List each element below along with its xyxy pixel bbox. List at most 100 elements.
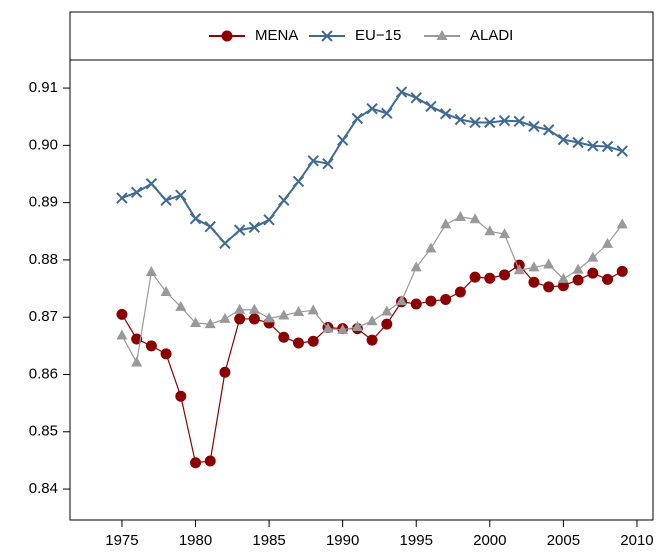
point [616, 145, 628, 157]
point [248, 303, 260, 314]
point [484, 225, 496, 236]
point [233, 224, 246, 236]
point [499, 269, 511, 281]
point [307, 304, 319, 315]
point [234, 313, 246, 325]
point [528, 120, 540, 133]
y-tick-label: 0.87 [29, 308, 58, 325]
point [410, 298, 422, 310]
point [557, 280, 569, 292]
point [278, 331, 290, 343]
point [616, 265, 628, 277]
point [219, 312, 231, 323]
series-line [121, 264, 623, 464]
point [234, 303, 246, 314]
point [131, 333, 143, 345]
legend-marker [436, 30, 448, 40]
y-tick-label: 0.90 [29, 136, 58, 153]
point [454, 113, 467, 126]
point [293, 337, 305, 349]
x-tick-label: 1990 [326, 532, 359, 549]
point [425, 242, 437, 253]
point [307, 335, 319, 347]
point [263, 312, 275, 323]
point [528, 276, 540, 288]
point [190, 316, 202, 327]
point [204, 220, 216, 233]
point [425, 100, 437, 113]
x-tick-label: 1980 [179, 532, 212, 549]
point [175, 189, 187, 201]
legend-label: EU−15 [355, 27, 401, 44]
point [248, 221, 261, 233]
y-tick-label: 0.86 [29, 365, 58, 382]
point [292, 175, 305, 188]
point [484, 272, 496, 284]
point [410, 261, 422, 272]
point [278, 194, 290, 207]
point [366, 102, 378, 115]
point [219, 366, 231, 378]
point [587, 140, 599, 152]
point [440, 293, 452, 305]
point [602, 237, 614, 248]
point [616, 218, 628, 229]
point [322, 157, 334, 170]
point [351, 112, 364, 125]
legend-marker [321, 30, 333, 42]
point [248, 313, 260, 325]
point [116, 192, 128, 204]
point [307, 155, 319, 167]
point [145, 265, 157, 276]
point [337, 323, 349, 334]
point [528, 261, 540, 272]
x-tick-label: 1975 [105, 532, 138, 549]
point [469, 116, 481, 129]
point [557, 133, 570, 146]
point [543, 258, 555, 269]
point [381, 305, 393, 316]
point [513, 264, 525, 275]
point [160, 348, 172, 360]
point [601, 140, 614, 153]
point [366, 334, 378, 346]
point [543, 281, 555, 293]
y-tick-label: 0.89 [29, 194, 58, 211]
point [351, 320, 363, 331]
point [116, 329, 128, 340]
plot-frame [69, 11, 654, 521]
point [454, 286, 466, 298]
point [322, 322, 334, 333]
point [410, 92, 422, 104]
point [160, 194, 172, 207]
point [204, 318, 216, 329]
point [130, 186, 143, 199]
point [381, 107, 393, 119]
x-tick-label: 1995 [400, 532, 433, 549]
y-tick-label: 0.91 [29, 79, 58, 96]
point [145, 340, 157, 352]
point [293, 306, 305, 317]
point [484, 116, 496, 129]
point [469, 213, 481, 224]
point [145, 178, 158, 190]
point [572, 136, 584, 149]
point [204, 455, 216, 467]
point [557, 272, 569, 283]
point [602, 273, 614, 285]
point [499, 228, 511, 239]
point [587, 251, 599, 262]
point [131, 356, 143, 367]
legend-marker [221, 30, 233, 42]
point [160, 286, 172, 297]
legend-label: MENA [255, 27, 298, 44]
point [175, 300, 187, 311]
y-tick-label: 0.84 [29, 480, 58, 497]
point [425, 295, 437, 307]
y-tick-label: 0.88 [29, 251, 58, 268]
point [454, 210, 466, 221]
point [116, 308, 128, 320]
point [513, 115, 525, 128]
point [587, 267, 599, 279]
